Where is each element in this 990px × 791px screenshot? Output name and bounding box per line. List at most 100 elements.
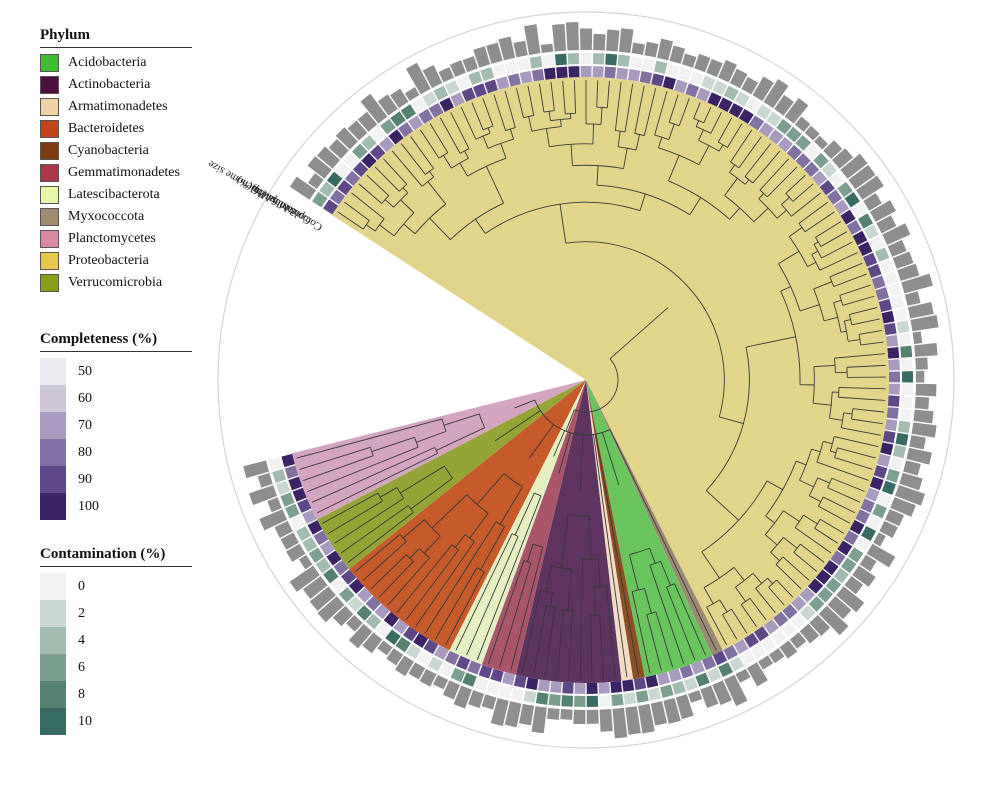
completeness-cell	[674, 79, 688, 94]
completeness-cell	[302, 509, 317, 524]
branch-line	[476, 473, 505, 505]
completeness-cell	[281, 453, 295, 468]
contamination-cell	[899, 408, 912, 421]
completeness-cell	[307, 520, 323, 535]
branch-line	[396, 544, 453, 614]
branch-line	[366, 174, 390, 196]
branch-line	[601, 432, 620, 486]
branch-line	[424, 535, 441, 554]
genome-size-bar	[675, 694, 694, 720]
contamination-cell	[296, 526, 312, 542]
completeness-cell	[662, 76, 677, 90]
completeness-cell	[374, 603, 390, 620]
genome-size-bar	[586, 709, 599, 724]
completeness-cell	[840, 209, 856, 225]
phylum-legend-item: Bacteroidetes	[40, 118, 192, 140]
clade-sector-planctomycetes	[292, 380, 586, 520]
branch-arc	[758, 198, 778, 219]
contamination-cell	[290, 515, 306, 530]
contamination-cell	[881, 480, 896, 495]
completeness-cell	[434, 645, 449, 660]
branch-line	[765, 515, 775, 524]
genome-size-bar	[386, 648, 404, 666]
completeness-cell	[598, 682, 610, 694]
completeness-scale-swatch	[40, 493, 66, 520]
branch-line	[859, 330, 882, 335]
branch-arc	[669, 121, 680, 127]
genome-size-bar	[317, 146, 341, 169]
contamination-cell	[795, 135, 812, 151]
completeness-cell	[586, 682, 598, 694]
branch-line	[744, 179, 750, 185]
contamination-cell	[885, 468, 900, 483]
branch-line	[469, 512, 489, 539]
branch-line	[384, 199, 395, 208]
phylum-legend-swatch	[40, 98, 59, 116]
completeness-cell	[496, 76, 510, 90]
branch-line	[718, 144, 724, 152]
completeness-cell	[811, 170, 828, 187]
branch-line	[842, 295, 875, 306]
genome-size-bar	[718, 59, 737, 83]
branch-arc	[798, 223, 806, 233]
genome-size-bar	[873, 532, 886, 547]
contamination-cell	[574, 695, 586, 707]
branch-line	[792, 183, 814, 202]
contamination-cell	[872, 503, 887, 519]
genome-size-bar	[518, 703, 535, 726]
completeness-cell	[862, 252, 878, 267]
branch-line	[705, 490, 739, 521]
branch-line	[678, 98, 690, 126]
completeness-cell	[782, 603, 798, 620]
contamination-cell	[723, 85, 739, 101]
branch-line	[780, 286, 791, 292]
branch-line	[817, 477, 830, 484]
completeness-cell	[408, 115, 424, 131]
branch-line	[383, 158, 408, 185]
genome-size-bar	[274, 521, 293, 538]
branch-line	[815, 221, 842, 238]
branch-arc	[827, 478, 833, 488]
contamination-cell	[895, 432, 909, 446]
branch-arc	[834, 358, 836, 373]
phylum-legend-label: Verrucomicrobia	[68, 275, 163, 290]
branch-line	[553, 430, 566, 457]
branch-line	[596, 80, 599, 108]
contamination-scale-label: 8	[78, 686, 85, 702]
branch-line	[767, 577, 774, 585]
branch-line	[415, 541, 475, 628]
contamination-cell	[592, 53, 605, 65]
branch-arc	[693, 117, 704, 124]
contamination-cell	[857, 213, 874, 229]
genome-size-bar	[904, 291, 921, 306]
branch-line	[487, 127, 491, 134]
contamination-scale-label: 0	[78, 578, 85, 594]
phylum-legend-label: Actinobacteria	[68, 77, 151, 92]
completeness-scale-label: 90	[78, 471, 92, 487]
branch-line	[595, 434, 639, 676]
branch-line	[852, 408, 885, 413]
branch-line	[829, 417, 843, 421]
branch-line	[379, 487, 398, 498]
branch-arc	[451, 157, 469, 169]
contamination-scale-swatch	[40, 627, 66, 654]
branch-line	[434, 567, 478, 640]
branch-line	[851, 418, 883, 425]
branch-arc	[695, 126, 711, 134]
contamination-cell	[554, 53, 567, 66]
contamination-cell	[861, 525, 877, 542]
completeness-cell	[843, 530, 859, 546]
branch-line	[514, 492, 535, 536]
branch-arc	[634, 133, 645, 136]
completeness-cell	[877, 453, 891, 468]
branch-arc	[765, 460, 797, 517]
phylum-legend-item: Myxococcota	[40, 206, 192, 228]
contamination-cell	[635, 690, 649, 703]
branch-arc	[523, 114, 534, 119]
branch-line	[719, 599, 728, 613]
genome-size-bar	[462, 56, 478, 73]
genome-size-bar	[915, 383, 937, 397]
completeness-cell	[728, 102, 744, 118]
genome-size-bar	[735, 668, 751, 683]
contamination-cell	[486, 680, 501, 695]
